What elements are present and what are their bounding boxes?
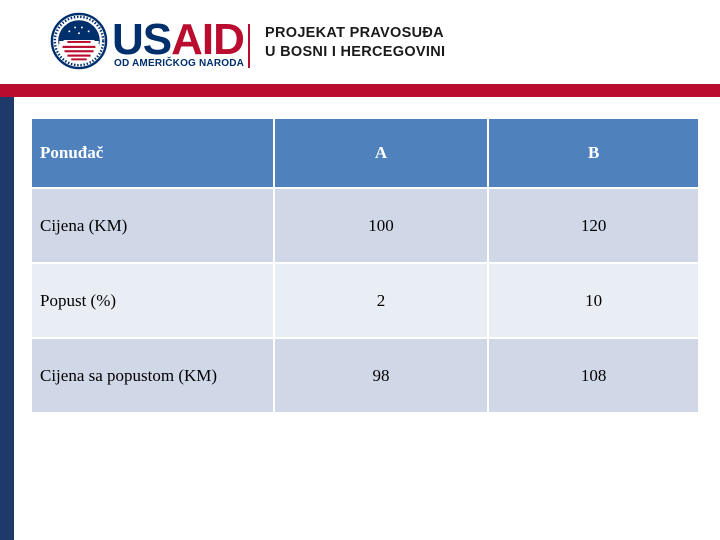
header-cell-b: B — [489, 119, 698, 187]
row-label: Cijena sa popustom (KM) — [32, 339, 273, 412]
header-red-bar — [0, 84, 720, 97]
project-title-line1: PROJEKAT PRAVOSUĐA — [265, 25, 444, 41]
table-row: Cijena (KM) 100 120 — [32, 189, 698, 262]
usaid-tagline: OD AMERIČKOG NARODA — [114, 58, 245, 69]
header-cell-bidder: Ponuđač — [32, 119, 273, 187]
price-comparison-table: Ponuđač A B Cijena (KM) 100 120 Popust (… — [30, 117, 700, 414]
cell-b: 108 — [489, 339, 698, 412]
table-row: Popust (%) 2 10 — [32, 264, 698, 337]
cell-a: 2 — [274, 264, 488, 337]
usaid-wordmark: USAID — [112, 15, 245, 64]
table-row: Cijena sa popustom (KM) 98 108 — [32, 339, 698, 412]
cell-b: 10 — [489, 264, 698, 337]
cell-b: 120 — [489, 189, 698, 262]
table-header-row: Ponuđač A B — [32, 119, 698, 187]
usaid-seal-logo — [50, 12, 108, 70]
cell-a: 100 — [274, 189, 488, 262]
project-title-line2: U BOSNI I HERCEGOVINI — [265, 44, 446, 60]
row-label: Popust (%) — [32, 264, 273, 337]
header-cell-a: A — [274, 119, 488, 187]
slide-header: USAID OD AMERIČKOG NARODA PROJEKAT PRAVO… — [0, 0, 720, 84]
row-label: Cijena (KM) — [32, 189, 273, 262]
logo-divider — [248, 24, 250, 68]
left-navy-bar — [0, 97, 14, 540]
cell-a: 98 — [274, 339, 488, 412]
